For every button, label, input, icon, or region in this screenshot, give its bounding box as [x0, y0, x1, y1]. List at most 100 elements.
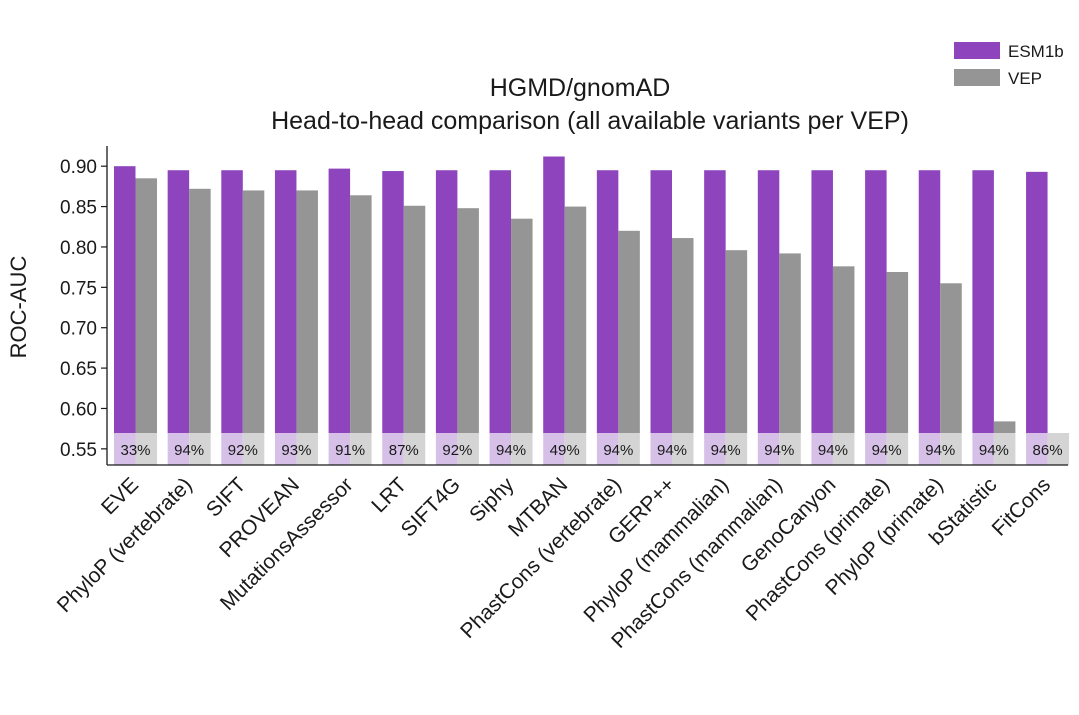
bar-esm1b: [382, 171, 404, 433]
bar-vep: [403, 205, 426, 433]
bar-vep: [564, 206, 587, 433]
legend-swatch-esm1b: [954, 42, 1000, 59]
coverage-band-esm1b: [274, 433, 297, 465]
coverage-label: 94%: [818, 442, 848, 459]
bar-esm1b: [489, 170, 512, 433]
coverage-band-vep: [618, 433, 640, 465]
coverage-band-esm1b: [382, 433, 404, 465]
bar-vep: [296, 190, 318, 433]
coverage-label: 86%: [1033, 442, 1063, 459]
bar-esm1b: [328, 168, 351, 433]
bar-vep: [779, 253, 801, 433]
coverage-band-esm1b: [918, 433, 941, 465]
bar-esm1b: [704, 170, 726, 433]
bar-vep: [242, 190, 265, 433]
coverage-band-esm1b: [114, 433, 136, 465]
coverage-band-esm1b: [435, 433, 458, 465]
bar-vep: [511, 218, 533, 433]
coverage-band-vep: [242, 433, 265, 465]
coverage-label: 94%: [496, 442, 526, 459]
y-tick-label: 0.55: [60, 440, 97, 461]
coverage-label: 93%: [281, 442, 311, 459]
bar-esm1b: [811, 170, 833, 433]
bar-vep: [350, 195, 372, 433]
coverage-band-vep: [135, 433, 157, 465]
bar-esm1b: [167, 170, 190, 433]
coverage-band-esm1b: [811, 433, 833, 465]
coverage-label: 94%: [925, 442, 955, 459]
coverage-band-esm1b: [704, 433, 726, 465]
bar-esm1b: [650, 170, 672, 433]
bar-esm1b: [596, 170, 619, 433]
coverage-band-vep: [725, 433, 748, 465]
y-axis-title: ROC-AUC: [6, 256, 31, 359]
y-tick-label: 0.90: [60, 157, 97, 178]
y-tick-label: 0.85: [60, 198, 97, 219]
coverage-band-esm1b: [328, 433, 351, 465]
bar-vep: [940, 283, 962, 433]
coverage-band-vep: [511, 433, 533, 465]
y-tick-label: 0.60: [60, 399, 97, 420]
coverage-label: 33%: [120, 442, 150, 459]
y-tick-label: 0.80: [60, 238, 97, 259]
bars: [114, 156, 1048, 434]
coverage-label: 91%: [335, 442, 365, 459]
legend-label-vep: VEP: [1008, 69, 1042, 88]
coverage-labels: 33% 94% 92% 93% 91% 87% 92% 94% 49% 94% 94% 94% 94% 9…: [120, 442, 1062, 459]
coverage-band-vep: [940, 433, 962, 465]
chart-title-line: HGMD/gnomAD: [490, 74, 671, 102]
coverage-band-vep: [993, 433, 1016, 465]
coverage-label: 49%: [550, 442, 580, 459]
coverage-band-vep: [350, 433, 372, 465]
coverage-band-vep: [457, 433, 479, 465]
bar-vep: [189, 188, 211, 433]
legend-label-esm1b: ESM1b: [1008, 42, 1064, 61]
bar-vep: [886, 271, 909, 433]
bar-esm1b: [757, 170, 780, 433]
y-tick-label: 0.75: [60, 278, 97, 299]
coverage-label: 94%: [603, 442, 633, 459]
coverage-label: 94%: [174, 442, 204, 459]
coverage-label: 94%: [711, 442, 741, 459]
coverage-band-vep: [886, 433, 909, 465]
bar-esm1b: [221, 170, 243, 433]
bar-esm1b: [918, 170, 941, 433]
coverage-band-esm1b: [757, 433, 780, 465]
x-tick-label: SIFT4G: [397, 473, 465, 541]
x-tick-label: EVE: [97, 473, 143, 519]
y-tick-label: 0.70: [60, 319, 97, 340]
coverage-label: 87%: [389, 442, 419, 459]
bar-esm1b: [543, 156, 565, 434]
coverage-band-vep: [672, 433, 694, 465]
bar-vep: [457, 208, 479, 433]
coverage-band-esm1b: [543, 433, 565, 465]
bar-esm1b: [1026, 171, 1048, 434]
coverage-label: 92%: [228, 442, 258, 459]
coverage-label: 94%: [764, 442, 794, 459]
bar-esm1b: [865, 170, 887, 433]
bar-esm1b: [972, 170, 994, 433]
bar-esm1b: [274, 170, 297, 433]
bar-vep: [832, 266, 855, 433]
bar-esm1b: [435, 170, 458, 433]
coverage-band-vep: [832, 433, 855, 465]
chart-title: HGMD/gnomAD Head-to-head comparison (all…: [271, 74, 909, 135]
coverage-band-vep: [564, 433, 587, 465]
coverage-band-esm1b: [1026, 433, 1048, 465]
coverage-band-vep: [779, 433, 801, 465]
coverage-band-vep: [403, 433, 426, 465]
y-axis-ticks: 0.55 0.60 0.65 0.70 0.75 0.80 0.85 0.90: [60, 157, 107, 461]
bar-vep: [725, 250, 748, 433]
legend: ESM1b VEP: [954, 42, 1064, 88]
bar-vep: [618, 230, 640, 433]
coverage-band-vep: [296, 433, 318, 465]
axes: [106, 146, 1068, 466]
coverage-band-vep: [189, 433, 211, 465]
coverage-band-vep: [1047, 433, 1070, 465]
bar-vep: [672, 238, 694, 433]
coverage-label: 94%: [657, 442, 687, 459]
bar-vep: [135, 178, 157, 433]
legend-swatch-vep: [954, 69, 1000, 86]
